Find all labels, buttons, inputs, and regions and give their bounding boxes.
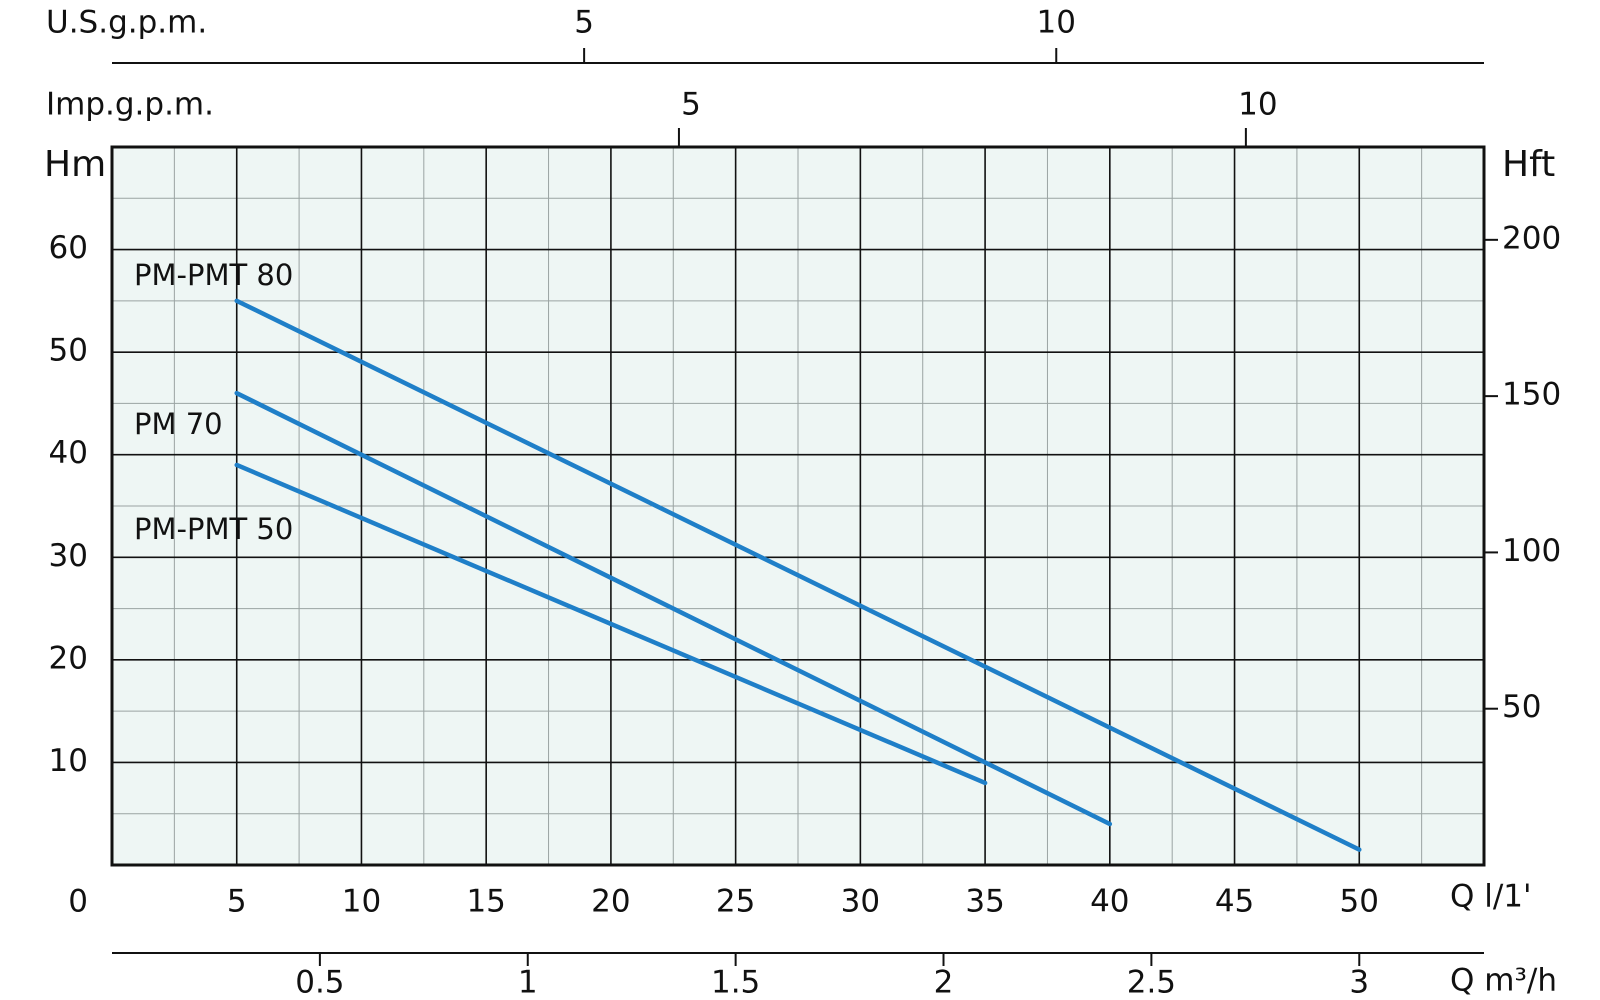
x4-tick-label: 1.5 xyxy=(711,965,760,1000)
y2-axis-label: Hft xyxy=(1502,144,1555,185)
x4-tick-label: 0.5 xyxy=(295,965,344,1000)
y2-tick-label: 200 xyxy=(1502,220,1561,256)
y-tick-label: 20 xyxy=(49,640,88,676)
y-tick-label: 50 xyxy=(49,333,88,369)
x4-axis-label: Q m³/h xyxy=(1450,963,1557,999)
y2-tick-label: 50 xyxy=(1502,689,1541,725)
plot-frame xyxy=(110,145,1486,867)
x-axis-label: Q l/1' xyxy=(1450,879,1532,915)
x2-tick-label: 5 xyxy=(681,87,701,123)
x-tick-label: 25 xyxy=(716,884,755,920)
x-tick-label: 40 xyxy=(1090,884,1129,920)
x-tick-label: 30 xyxy=(841,884,880,920)
y2-tick-label: 150 xyxy=(1502,377,1561,413)
x4-tick-label: 1 xyxy=(518,965,538,1000)
y-tick-label: 10 xyxy=(49,743,88,779)
series-label: PM-PMT 80 xyxy=(134,258,293,292)
x-tick-label: 45 xyxy=(1215,884,1254,920)
x3-tick-label: 10 xyxy=(1037,5,1076,41)
x4-tick-label: 3 xyxy=(1349,965,1369,1000)
series-line xyxy=(234,390,1113,827)
y-axis-label: Hm xyxy=(44,144,106,185)
imp-gpm-label: Imp.g.p.m. xyxy=(46,87,214,123)
x3-tick-label: 5 xyxy=(574,5,594,41)
x4-tick-label: 2 xyxy=(934,965,954,1000)
series-label: PM 70 xyxy=(134,407,223,441)
x-tick-label: 0 xyxy=(68,884,88,920)
x2-tick-label: 10 xyxy=(1238,87,1277,123)
us-gpm-label: U.S.g.p.m. xyxy=(46,5,207,41)
x-tick-label: 15 xyxy=(466,884,505,920)
y-tick-label: 30 xyxy=(49,538,88,574)
series-line xyxy=(234,462,988,786)
x-tick-label: 20 xyxy=(591,884,630,920)
x-tick-label: 35 xyxy=(965,884,1004,920)
x-tick-label: 10 xyxy=(342,884,381,920)
y-tick-label: 60 xyxy=(49,230,88,266)
x4-tick-label: 2.5 xyxy=(1127,965,1176,1000)
x-tick-label: 50 xyxy=(1340,884,1379,920)
y-tick-label: 40 xyxy=(49,435,88,471)
series-label: PM-PMT 50 xyxy=(134,512,293,546)
series-line xyxy=(234,298,1362,852)
x-tick-label: 5 xyxy=(227,884,247,920)
y2-tick-label: 100 xyxy=(1502,533,1561,569)
